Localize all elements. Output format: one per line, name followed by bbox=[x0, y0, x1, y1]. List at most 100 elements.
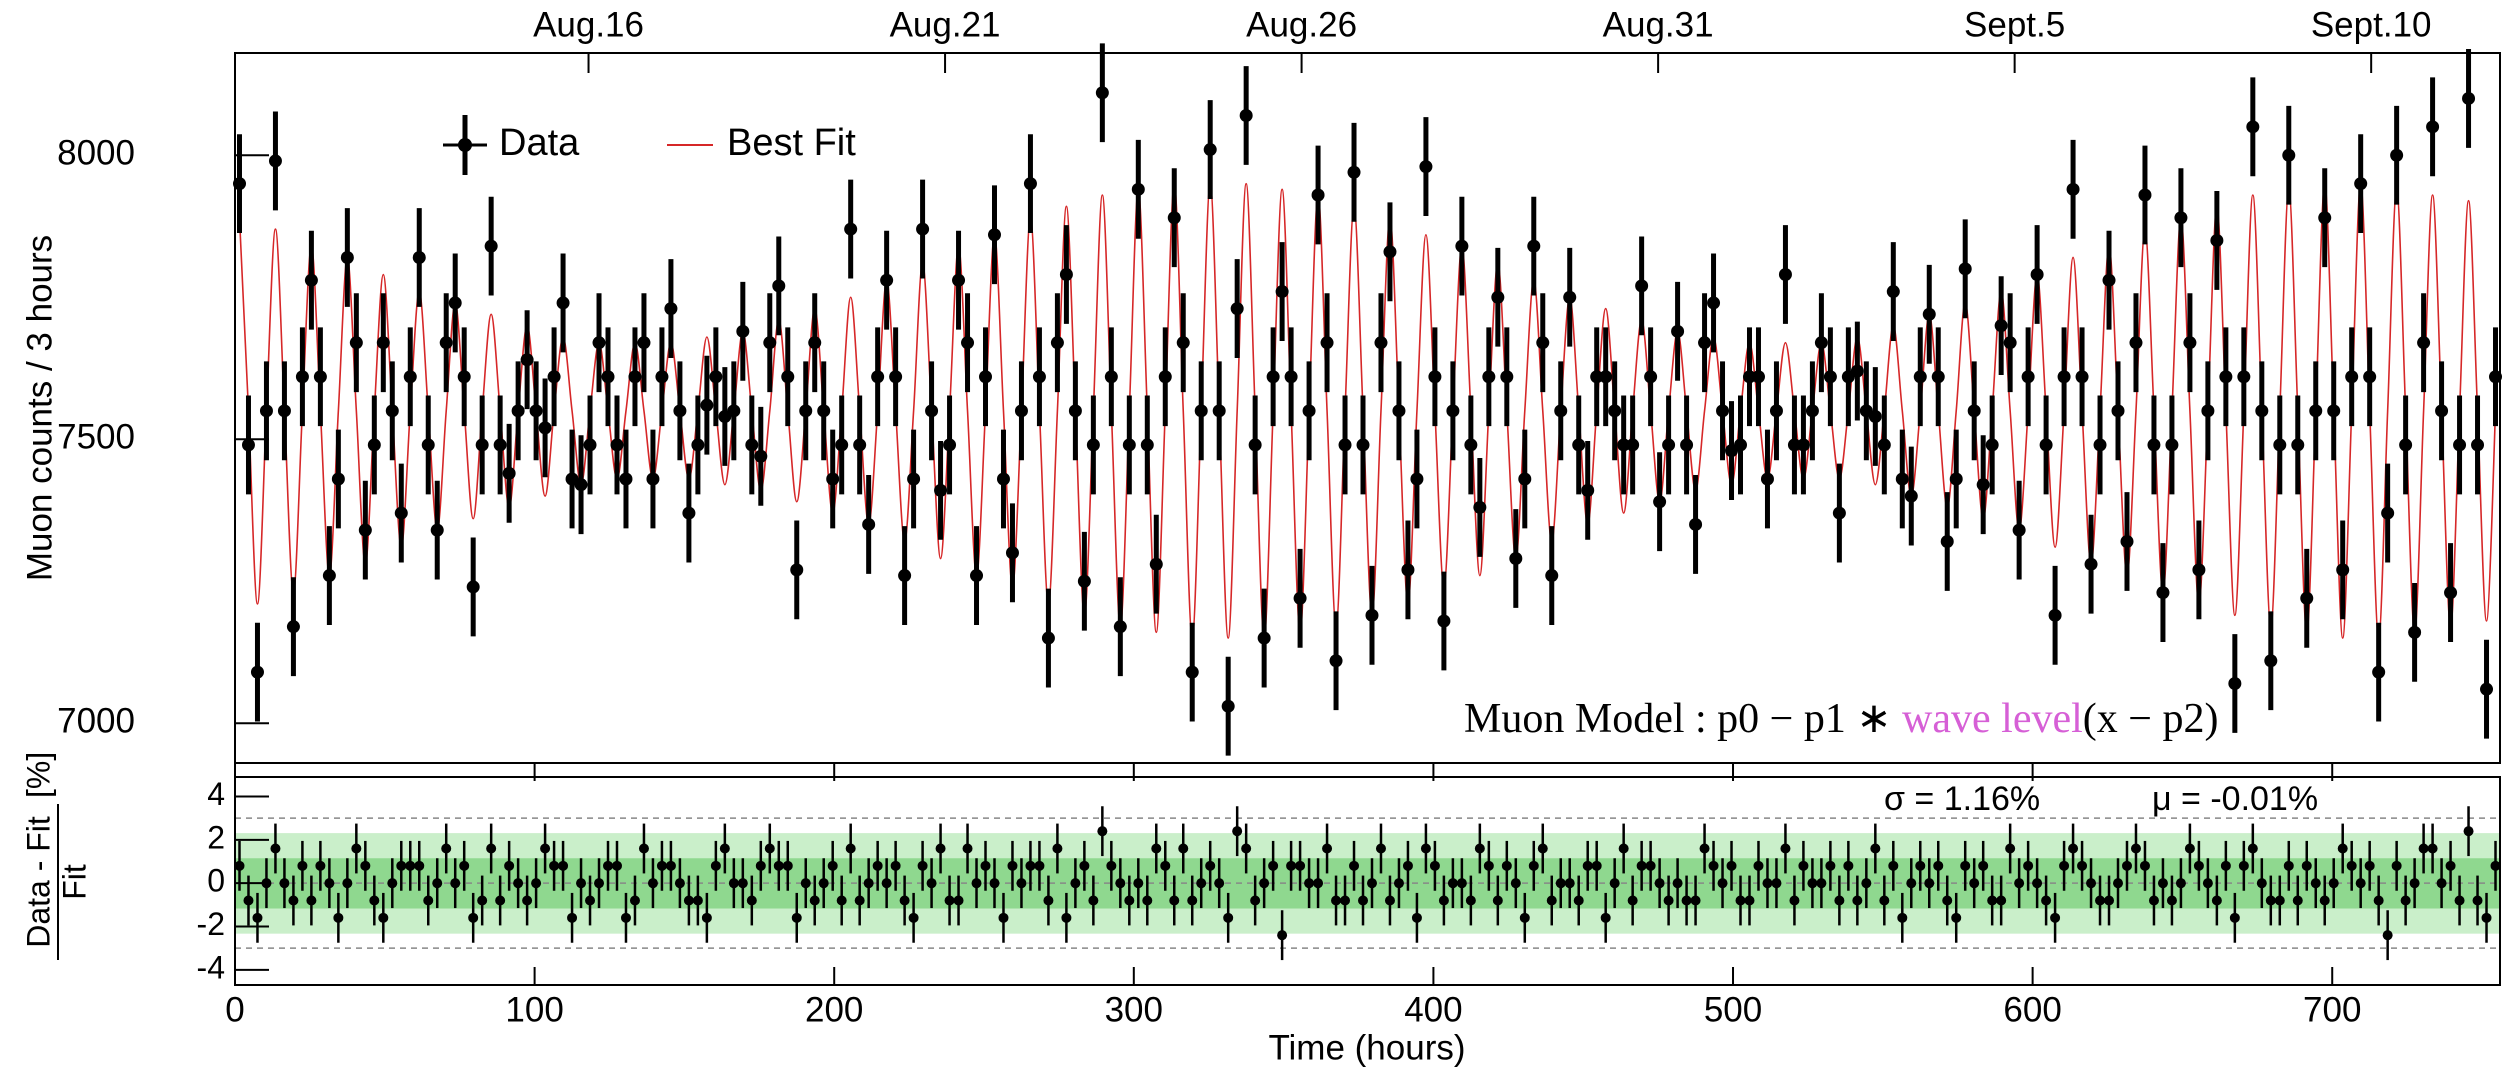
data-point bbox=[421, 438, 435, 452]
data-point bbox=[1097, 826, 1108, 837]
data-point bbox=[791, 912, 802, 923]
data-point bbox=[493, 438, 507, 452]
data-point bbox=[1778, 268, 1792, 282]
data-point bbox=[2147, 438, 2161, 452]
data-point bbox=[486, 843, 497, 854]
data-point bbox=[1365, 608, 1379, 622]
data-point bbox=[953, 895, 964, 906]
x-tick-label: 300 bbox=[1105, 990, 1163, 1029]
data-point bbox=[1635, 279, 1649, 293]
data-point bbox=[1814, 336, 1828, 350]
data-point bbox=[270, 843, 281, 854]
data-point bbox=[1232, 826, 1243, 837]
data-point bbox=[962, 843, 973, 854]
data-point bbox=[2435, 404, 2449, 418]
data-point bbox=[1564, 878, 1575, 889]
data-point bbox=[655, 370, 669, 384]
data-point bbox=[259, 404, 273, 418]
data-point bbox=[727, 404, 741, 418]
data-point bbox=[261, 878, 272, 889]
data-point bbox=[996, 472, 1010, 486]
data-point bbox=[863, 878, 874, 889]
top-tick-label: Aug.26 bbox=[1246, 5, 1357, 44]
x-axis-label: Time (hours) bbox=[1268, 1028, 1465, 1067]
data-point bbox=[1248, 438, 1262, 452]
data-point bbox=[1787, 438, 1801, 452]
data-point bbox=[2319, 895, 2330, 906]
data-point bbox=[459, 860, 470, 871]
data-point bbox=[1536, 336, 1550, 350]
data-point bbox=[2048, 608, 2062, 622]
stat-label: μ = -0.01% bbox=[2152, 780, 2318, 818]
data-point bbox=[2264, 654, 2278, 668]
data-point bbox=[1527, 239, 1541, 253]
data-point bbox=[1014, 404, 1028, 418]
data-point bbox=[601, 370, 615, 384]
data-point bbox=[529, 404, 543, 418]
data-point bbox=[1088, 895, 1099, 906]
data-point bbox=[286, 620, 300, 634]
data-point bbox=[800, 878, 811, 889]
data-point bbox=[1823, 370, 1837, 384]
data-point bbox=[2417, 336, 2431, 350]
data-point bbox=[1958, 262, 1972, 276]
data-point bbox=[1870, 843, 1881, 854]
data-point bbox=[1582, 860, 1593, 871]
x-tick-label: 100 bbox=[505, 990, 563, 1029]
data-point bbox=[1266, 370, 1280, 384]
data-point bbox=[2021, 370, 2035, 384]
data-point bbox=[1023, 177, 1037, 191]
data-point bbox=[2282, 148, 2296, 162]
data-point bbox=[241, 438, 255, 452]
data-point bbox=[2246, 120, 2260, 134]
data-point bbox=[1482, 370, 1496, 384]
data-point bbox=[1411, 912, 1422, 923]
data-point bbox=[944, 895, 955, 906]
data-point bbox=[1239, 108, 1253, 122]
data-point bbox=[2059, 860, 2070, 871]
data-point bbox=[1268, 860, 1279, 871]
annotation-part: Muon Model : p0 − p1 ∗ bbox=[1464, 696, 1902, 742]
data-point bbox=[349, 336, 363, 350]
data-point bbox=[736, 324, 750, 338]
data-point bbox=[710, 860, 721, 871]
data-point bbox=[340, 250, 354, 264]
data-point bbox=[2400, 895, 2411, 906]
data-point bbox=[2489, 370, 2503, 384]
data-point bbox=[502, 466, 516, 480]
data-point bbox=[1735, 895, 1746, 906]
data-point bbox=[369, 895, 380, 906]
data-point bbox=[1401, 563, 1415, 577]
data-point bbox=[1456, 878, 1467, 889]
data-point bbox=[1699, 843, 1710, 854]
x-tick-label: 500 bbox=[1704, 990, 1762, 1029]
data-point bbox=[468, 912, 479, 923]
data-point bbox=[2363, 370, 2377, 384]
data-point bbox=[1895, 472, 1909, 486]
data-point bbox=[1931, 370, 1945, 384]
data-point bbox=[2283, 860, 2294, 871]
data-point bbox=[2471, 438, 2485, 452]
data-point bbox=[450, 878, 461, 889]
data-point bbox=[2399, 438, 2413, 452]
data-point bbox=[1689, 517, 1703, 531]
data-point bbox=[943, 438, 957, 452]
data-point bbox=[477, 895, 488, 906]
data-point bbox=[1509, 552, 1523, 566]
y-axis-label: Muon counts / 3 hours bbox=[20, 235, 59, 581]
data-point bbox=[1383, 245, 1397, 259]
data-point bbox=[1257, 631, 1271, 645]
data-point bbox=[279, 878, 290, 889]
data-point bbox=[1978, 860, 1989, 871]
data-point bbox=[1644, 370, 1658, 384]
data-point bbox=[448, 296, 462, 310]
data-point bbox=[799, 404, 813, 418]
data-point bbox=[1501, 860, 1512, 871]
data-point bbox=[1985, 438, 1999, 452]
data-point bbox=[1563, 290, 1577, 304]
data-point bbox=[1077, 574, 1091, 588]
data-point bbox=[1924, 878, 1935, 889]
data-point bbox=[2354, 177, 2368, 191]
data-point bbox=[987, 228, 1001, 242]
data-point bbox=[603, 860, 614, 871]
